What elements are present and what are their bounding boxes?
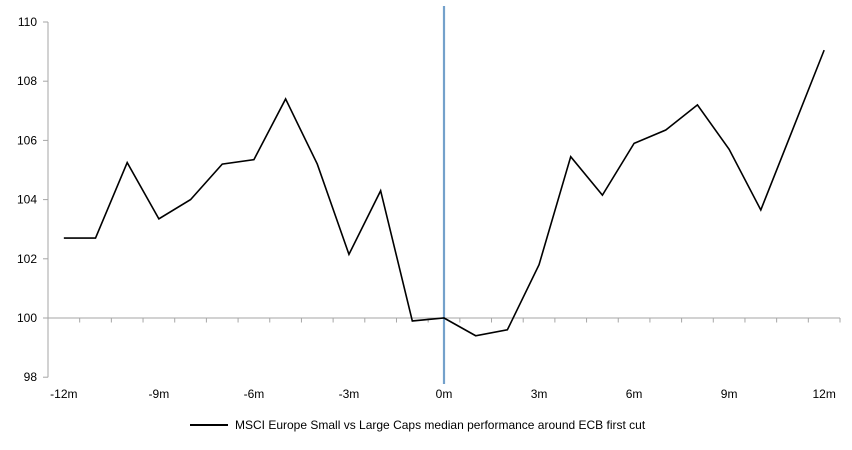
- legend-label: MSCI Europe Small vs Large Caps median p…: [235, 418, 646, 432]
- y-tick-label: 108: [17, 74, 37, 88]
- y-tick-label: 98: [24, 370, 38, 384]
- legend-line-marker: [190, 424, 228, 426]
- line-chart-plot: 98 100 102 104 106 108 110 -12m -9m -6m -3m 0m 3m 6m 9…: [17, 6, 841, 401]
- x-tick-label: 0m: [436, 387, 453, 401]
- y-tick-label: 106: [17, 133, 37, 147]
- x-tick-label: -3m: [339, 387, 360, 401]
- x-tick-label: -9m: [149, 387, 170, 401]
- y-tick-label: 100: [17, 311, 37, 325]
- x-tick-label: 6m: [626, 387, 643, 401]
- x-tick-label: -12m: [50, 387, 77, 401]
- y-tick-label: 102: [17, 252, 37, 266]
- x-tick-label: -6m: [244, 387, 265, 401]
- y-tick-label: 110: [18, 15, 37, 29]
- x-tick-label: 12m: [812, 387, 835, 401]
- x-tick-label: 3m: [531, 387, 548, 401]
- series-line: [63, 49, 825, 337]
- x-tick-label: 9m: [721, 387, 738, 401]
- legend: MSCI Europe Small vs Large Caps median p…: [190, 417, 645, 433]
- y-tick-label: 104: [17, 193, 37, 207]
